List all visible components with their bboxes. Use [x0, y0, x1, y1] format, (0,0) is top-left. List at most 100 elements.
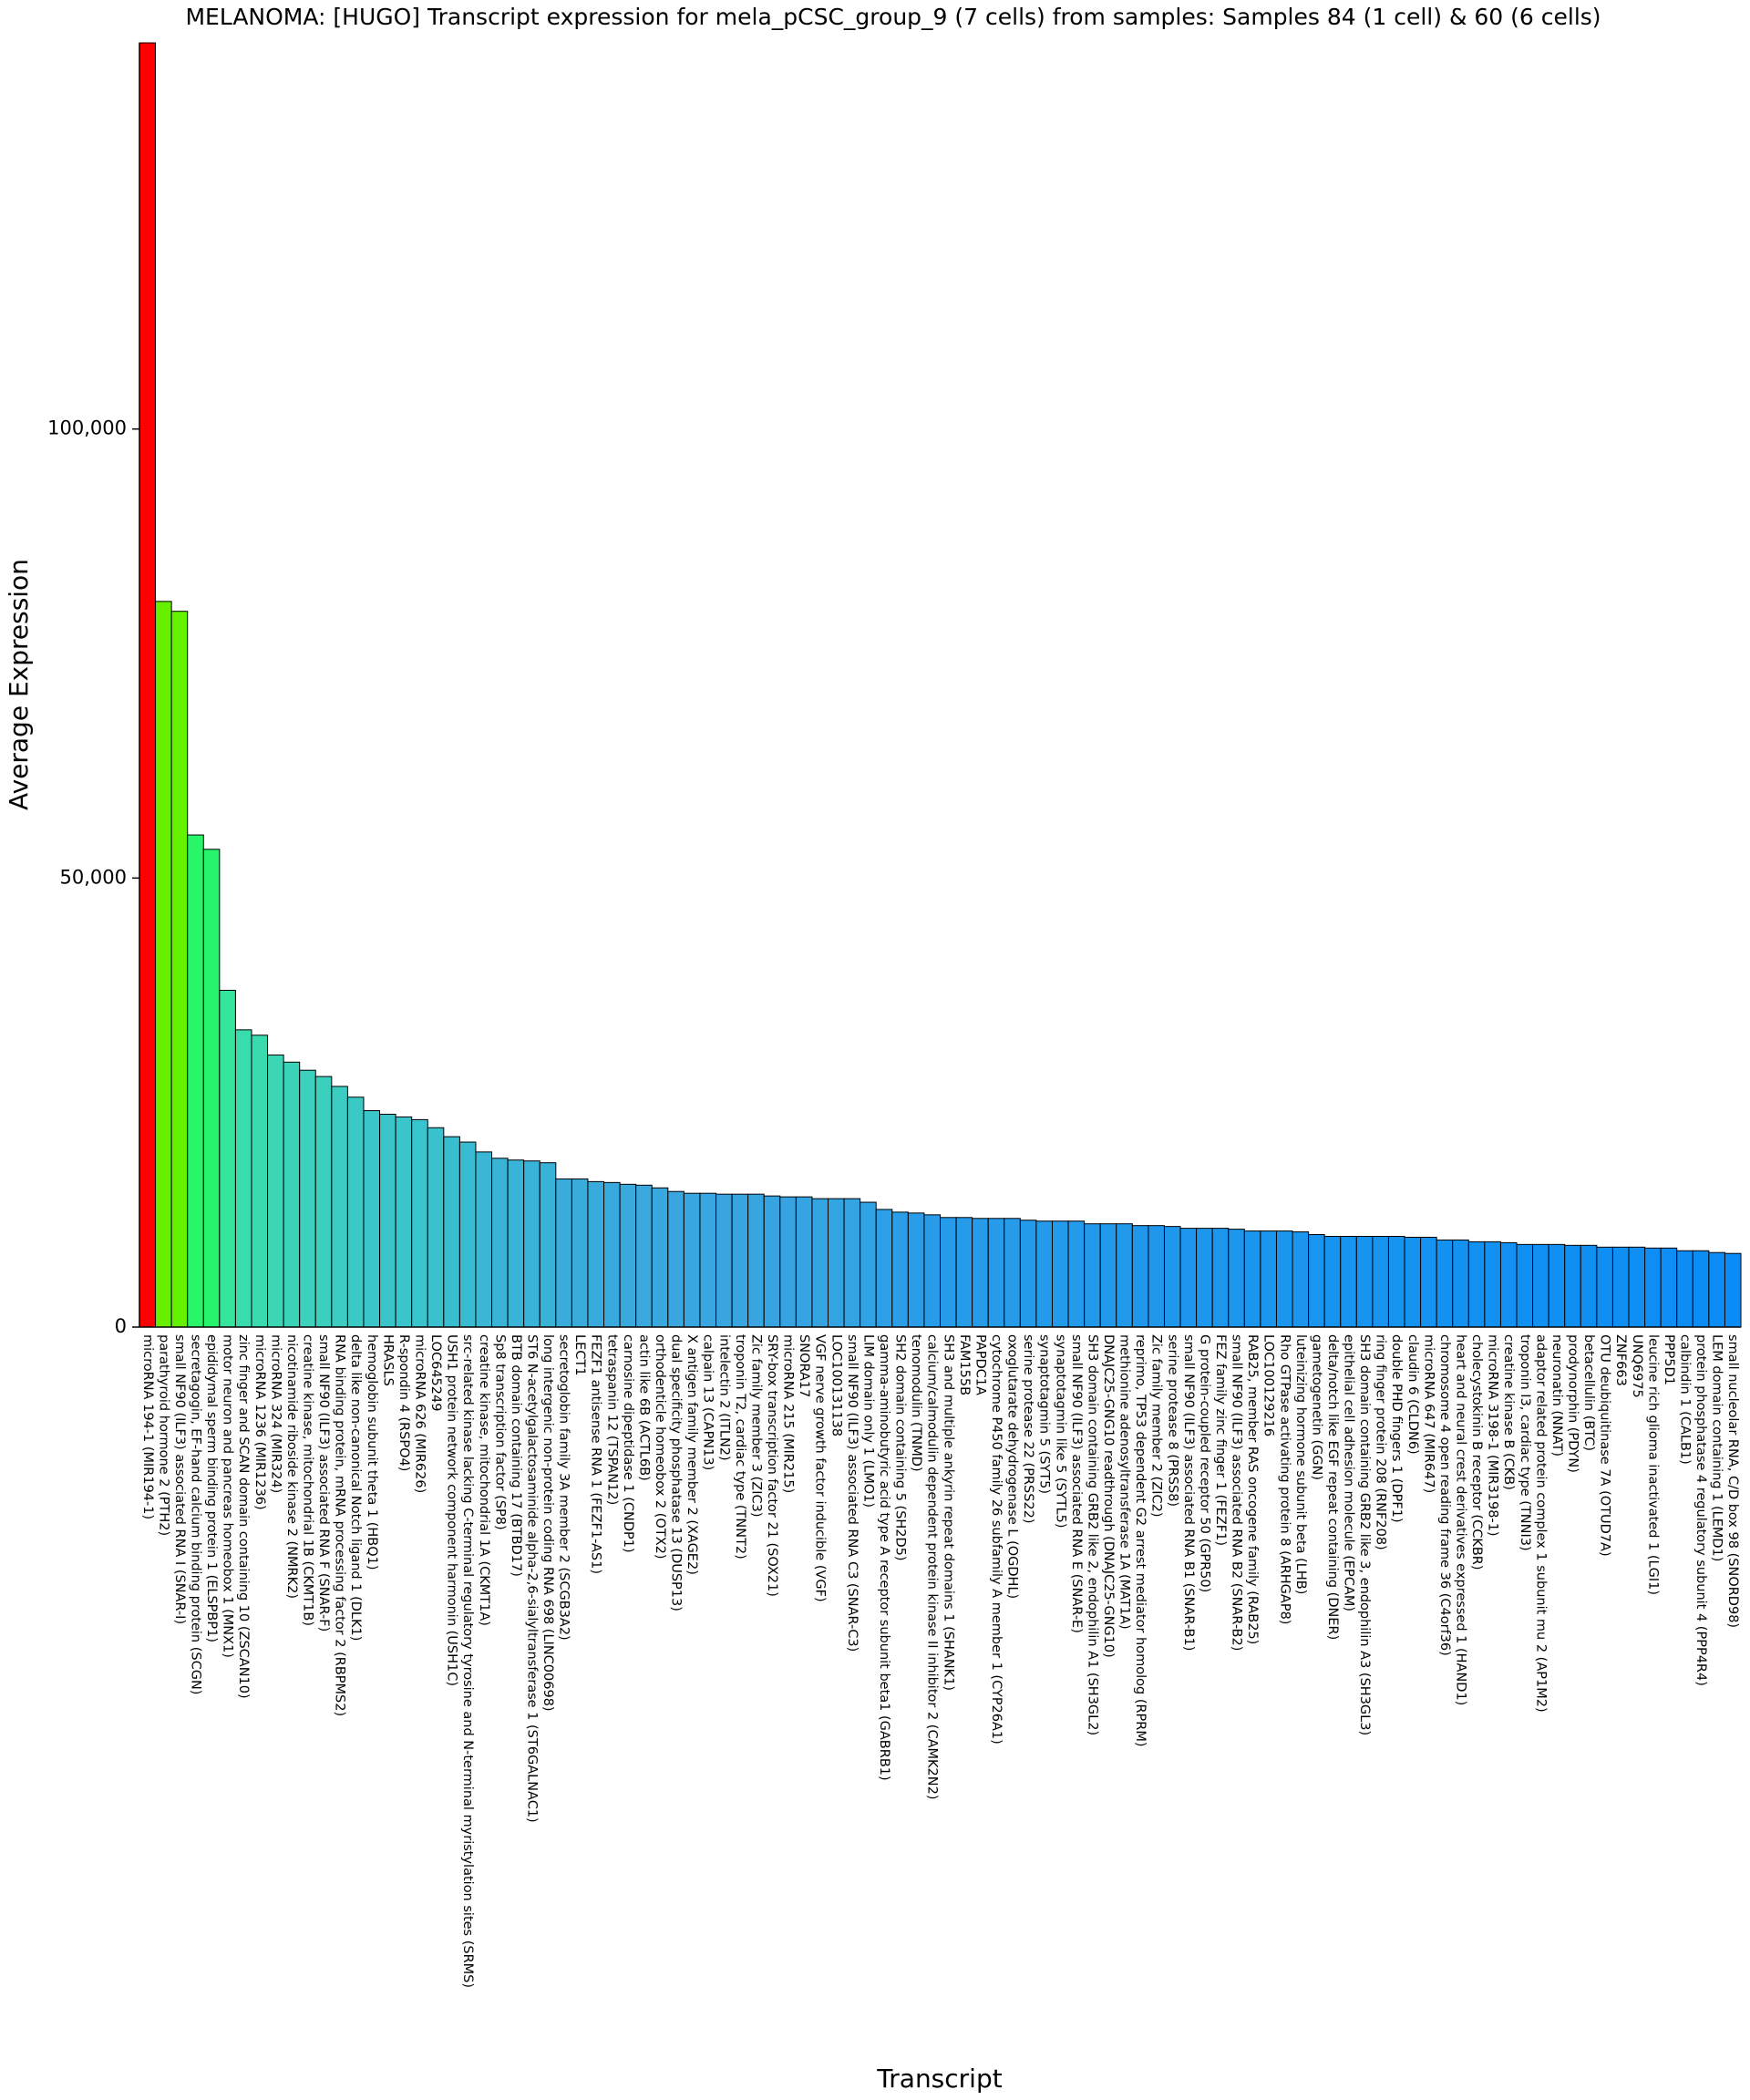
x-tick-label: HRASLS — [380, 1334, 395, 1386]
bar — [427, 1127, 445, 1328]
x-tick-label: R-spondin 4 (RSPO4) — [396, 1334, 411, 1471]
bar — [1708, 1251, 1725, 1328]
x-tick-label: ZNF663 — [1613, 1334, 1628, 1386]
x-tick-label: betacellulin (BTC) — [1581, 1334, 1596, 1451]
x-tick-label: heart and neural crest derivatives expre… — [1454, 1334, 1468, 1705]
chart-title: MELANOMA: [HUGO] Transcript expression f… — [185, 4, 1601, 30]
bar — [1099, 1223, 1117, 1328]
bar — [1548, 1243, 1566, 1328]
x-tick-label: RNA binding protein, mRNA processing fac… — [333, 1334, 347, 1716]
x-tick-label: SRY-box transcription factor 21 (SOX21) — [765, 1334, 779, 1597]
x-tick-label: microRNA 626 (MIR626) — [412, 1334, 427, 1493]
x-tick-label: small NF90 (ILF3) associated RNA F (SNAR… — [316, 1334, 331, 1632]
bar — [1564, 1244, 1581, 1328]
x-tick-label: BTB domain containing 17 (BTBD17) — [509, 1334, 523, 1577]
bar — [1499, 1241, 1518, 1328]
bar — [779, 1196, 797, 1328]
x-tick-label: SH3 domain containing GRB2 like 2, endop… — [1085, 1334, 1099, 1735]
x-tick-label: creatine kinase, mitochondrial 1B (CKMT1… — [300, 1334, 314, 1626]
bar — [234, 1029, 252, 1328]
bar — [251, 1035, 269, 1328]
bar — [1260, 1230, 1277, 1328]
bar — [411, 1118, 428, 1328]
x-tick-label: serine protease 8 (PRSS8) — [1165, 1334, 1179, 1507]
bar — [795, 1196, 813, 1328]
y-tick-label: 50,000 — [60, 866, 127, 888]
bar — [1051, 1220, 1069, 1328]
bar — [731, 1193, 749, 1328]
bar — [860, 1201, 877, 1328]
x-tick-label: gametogenetin (GGN) — [1309, 1334, 1323, 1480]
bar — [907, 1212, 925, 1328]
x-tick-label: calcium/calmodulin dependent protein kin… — [925, 1334, 940, 1799]
x-tick-label: ring finger protein 208 (RNF208) — [1374, 1334, 1388, 1550]
bar — [635, 1184, 653, 1328]
x-tick-label: reprimo, TP53 dependent G2 arrest mediat… — [1133, 1334, 1148, 1747]
x-tick-label: claudin 6 (CLDN6) — [1405, 1334, 1420, 1455]
x-tick-label: LECT1 — [572, 1334, 587, 1375]
bar — [379, 1113, 396, 1328]
bar — [571, 1178, 589, 1328]
bar — [987, 1218, 1005, 1328]
x-tick-label: neuronatin (NNAT) — [1549, 1334, 1564, 1457]
y-axis-label: Average Expression — [4, 559, 34, 810]
x-tick-label: cholecystokinin B receptor (CCKBR) — [1469, 1334, 1484, 1570]
x-tick-label: synaptotagmin like 5 (SYTL5) — [1053, 1334, 1067, 1529]
x-tick-label: carnosine dipeptidase 1 (CNDP1) — [621, 1334, 635, 1553]
x-tick-label: microRNA 647 (MIR647) — [1421, 1334, 1436, 1493]
bar — [1372, 1235, 1389, 1328]
x-tick-label: parathyroid hormone 2 (PTH2) — [156, 1334, 170, 1536]
x-tick-label: intelectin 2 (ITLN2) — [716, 1334, 731, 1461]
x-tick-label: oxoglutarate dehydrogenase L (OGDHL) — [1005, 1334, 1020, 1599]
x-tick-label: LOC645249 — [428, 1334, 443, 1411]
bar — [619, 1183, 637, 1328]
x-tick-label: synaptotagmin 5 (SYT5) — [1037, 1334, 1052, 1494]
bar — [972, 1218, 989, 1328]
x-tick-label: microRNA 215 (MIR215) — [781, 1334, 796, 1493]
bar — [443, 1136, 460, 1328]
bar — [555, 1178, 572, 1328]
x-tick-label: secretoglobin family 3A member 2 (SCGB3A… — [557, 1334, 571, 1641]
bar — [1035, 1220, 1053, 1328]
bar — [699, 1192, 717, 1328]
x-tick-label: actin like 6B (ACTL6B) — [636, 1334, 651, 1481]
bar — [1308, 1234, 1325, 1328]
x-tick-label: epithelial cell adhesion molecule (EPCAM… — [1342, 1334, 1356, 1611]
x-tick-label: tenomodulin (TNMD) — [909, 1334, 923, 1472]
x-tick-label: small nucleolar RNA, C/D box 98 (SNORD98… — [1725, 1334, 1740, 1628]
bar — [1131, 1225, 1149, 1328]
bar — [155, 601, 172, 1328]
bar — [1484, 1240, 1501, 1328]
bar — [940, 1217, 957, 1328]
x-tick-label: protein phosphatase 4 regulatory subunit… — [1693, 1334, 1708, 1686]
bar — [1676, 1250, 1693, 1328]
x-tick-label: USH1 protein network component harmonin … — [445, 1334, 459, 1686]
x-tick-label: zinc finger and SCAN domain containing 1… — [236, 1334, 251, 1699]
bar — [1580, 1244, 1598, 1328]
x-tick-label: Rho GTPase activating protein 8 (ARHGAP8… — [1277, 1334, 1292, 1624]
bar — [1692, 1250, 1710, 1328]
bar — [283, 1061, 301, 1328]
bar — [923, 1214, 941, 1328]
x-tick-label: adaptor related protein complex 1 subuni… — [1533, 1334, 1548, 1713]
bar — [491, 1158, 509, 1328]
bar — [523, 1160, 540, 1328]
bar — [363, 1110, 381, 1328]
bar — [1196, 1228, 1213, 1328]
x-tick-label: SH3 domain containing GRB2 like 3, endop… — [1357, 1334, 1372, 1735]
x-tick-label: FEZ family zinc finger 1 (FEZF1) — [1213, 1334, 1228, 1546]
x-tick-label: small NF90 (ILF3) associated RNA I (SNAR… — [172, 1334, 187, 1624]
x-tick-label: nicotinamide riboside kinase 2 (NMRK2) — [284, 1334, 299, 1599]
bar — [1292, 1231, 1310, 1328]
x-tick-label: Sp8 transcription factor (SP8) — [492, 1334, 507, 1530]
bar — [1275, 1230, 1293, 1328]
bar — [458, 1141, 477, 1328]
x-tick-label: microRNA 324 (MIR324) — [268, 1334, 283, 1493]
bar — [1323, 1235, 1342, 1328]
x-tick-label: LEM domain containing 1 (LEMD1) — [1710, 1334, 1724, 1561]
x-tick-label: LIM domain only 1 (LMO1) — [860, 1334, 875, 1508]
x-tick-label: microRNA 194-1 (MIR194-1) — [140, 1334, 155, 1519]
x-axis-label: Transcript — [876, 2064, 1002, 2094]
x-tick-label: SH3 and multiple ankyrin repeat domains … — [941, 1334, 955, 1691]
